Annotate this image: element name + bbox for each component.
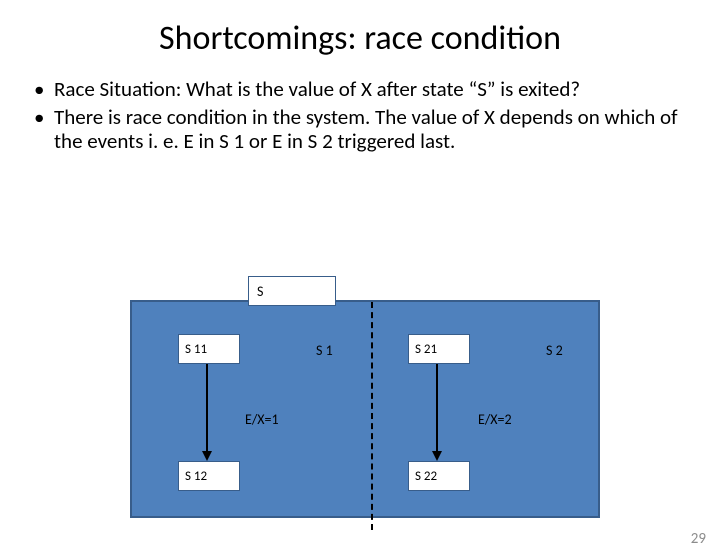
edge-s11-s12-label: E/X=1 (245, 411, 279, 428)
state-s12: S 12 (178, 461, 240, 491)
state-s-label: S (248, 276, 336, 306)
state-s11: S 11 (178, 334, 240, 364)
slide-title: Shortcomings: race condition (0, 18, 720, 59)
region-label-s2: S 2 (546, 342, 563, 359)
edge-s11-s12-line (206, 364, 208, 451)
bullet-item: There is race condition in the system. T… (54, 105, 686, 153)
edge-s21-s22-label: E/X=2 (478, 411, 512, 428)
state-s22: S 22 (408, 461, 470, 491)
bullet-list: Race Situation: What is the value of X a… (0, 77, 720, 153)
edge-s21-s22-line (436, 364, 438, 451)
page-number: 29 (691, 530, 706, 548)
bullet-item: Race Situation: What is the value of X a… (54, 77, 686, 101)
region-label-s1: S 1 (316, 342, 333, 359)
statechart-diagram: S S 1 S 2 S 11 S 12 S 21 S 22 E/X=1 E/X=… (130, 276, 600, 536)
edge-s21-s22-head (432, 451, 442, 461)
edge-s11-s12-head (202, 451, 212, 461)
region-divider (371, 302, 373, 530)
state-s21: S 21 (408, 334, 470, 364)
